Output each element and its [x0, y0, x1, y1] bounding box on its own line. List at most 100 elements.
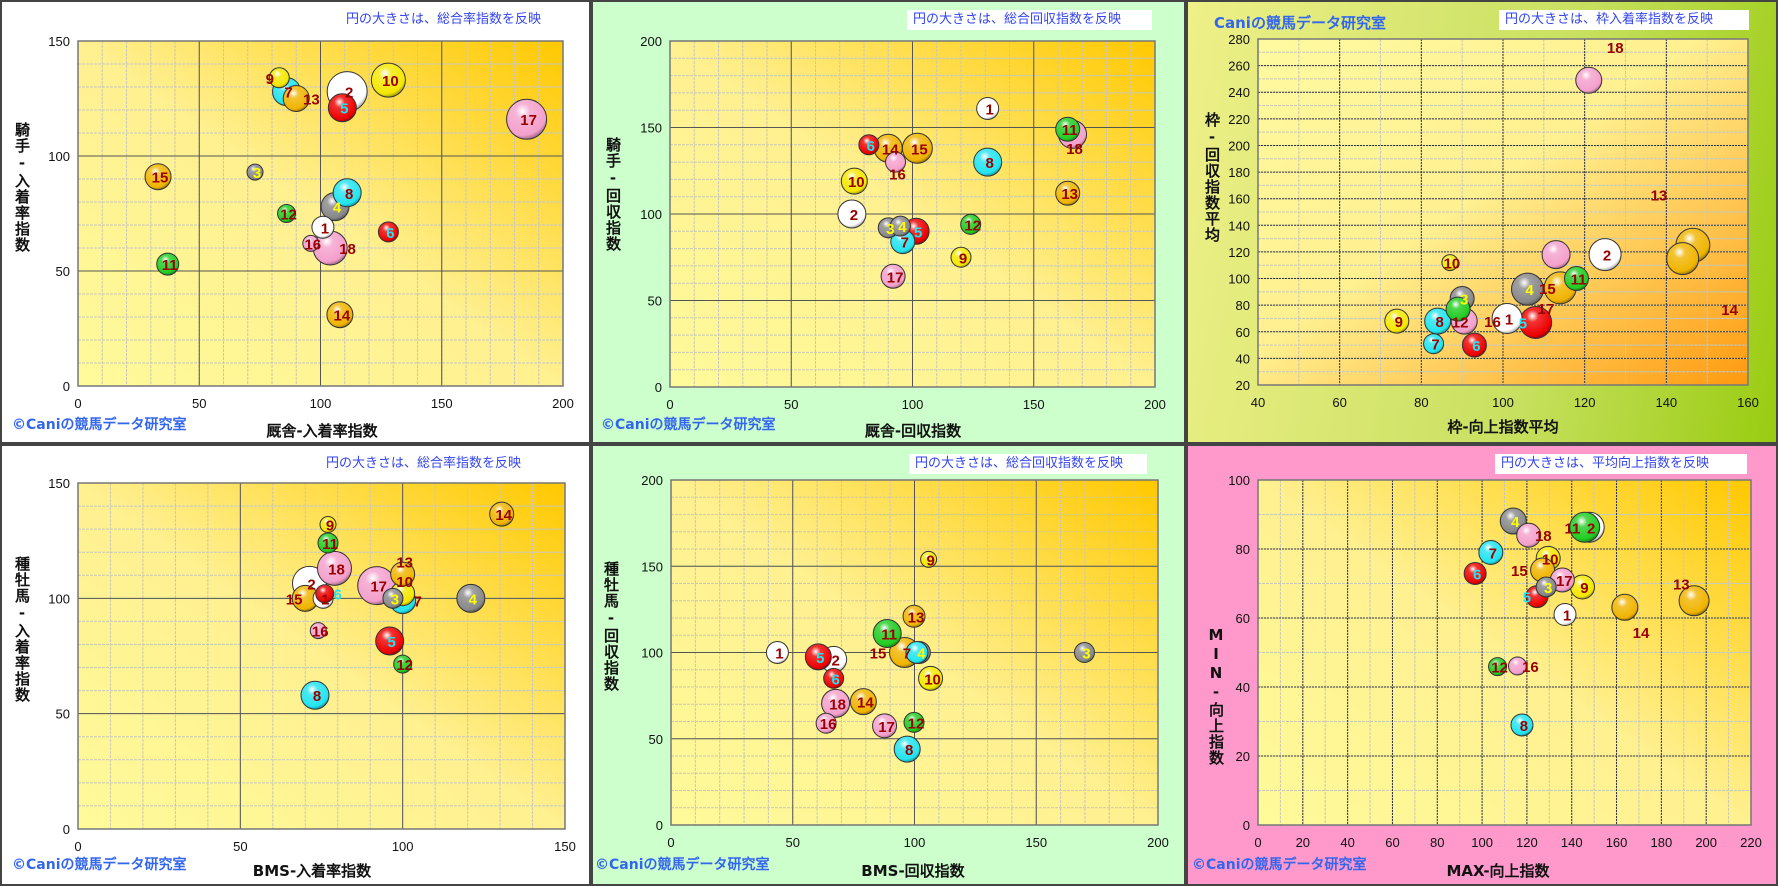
- bubble-horse-2[interactable]: [837, 199, 867, 229]
- bubble-label: 15: [286, 591, 303, 608]
- bubble-horse-12[interactable]: [903, 711, 925, 733]
- bubble-horse-7[interactable]: [905, 641, 929, 664]
- bubble-horse-7[interactable]: [1478, 539, 1504, 565]
- bubble-horse-18[interactable]: [821, 688, 851, 718]
- bubble-horse-2[interactable]: [1588, 238, 1622, 272]
- bubble-horse-10[interactable]: [1441, 254, 1459, 272]
- x-tick-label: 0: [74, 839, 81, 854]
- bubble-horse-13[interactable]: [1678, 585, 1710, 617]
- bubble-horse-13[interactable]: [282, 85, 310, 112]
- bubble-horse-10[interactable]: [918, 665, 944, 691]
- bubble-horse-3[interactable]: [1535, 576, 1557, 598]
- bubble-horse-9[interactable]: [920, 550, 938, 568]
- bubble-horse-4[interactable]: [456, 583, 486, 613]
- bubble-horse-8[interactable]: [332, 178, 362, 208]
- bubble-horse-12[interactable]: [393, 654, 413, 674]
- bubble-label: 12: [1491, 660, 1508, 677]
- bubble-horse-11[interactable]: [1564, 266, 1589, 292]
- bubble-horse-3[interactable]: [382, 587, 404, 609]
- bubble-horse-10[interactable]: [370, 62, 406, 98]
- bubble-horse-11[interactable]: [156, 252, 180, 276]
- bubble-horse-18[interactable]: [316, 550, 352, 586]
- bubble-horse-8[interactable]: [973, 147, 1003, 177]
- bubble-horse-15[interactable]: [144, 163, 172, 191]
- bubble-label: 6: [867, 138, 875, 155]
- bubble-label: 8: [313, 688, 321, 705]
- bubble-horse-11[interactable]: [1055, 116, 1081, 142]
- bubble-label: 5: [1523, 590, 1531, 607]
- bubble-horse-13[interactable]: [902, 604, 926, 628]
- bubble-horse-16[interactable]: [1507, 656, 1527, 676]
- bubble-label: 13: [1061, 186, 1078, 203]
- bubble-horse-1[interactable]: [1553, 603, 1577, 627]
- bubble-horse-18[interactable]: [1575, 66, 1603, 94]
- y-tick-label: 50: [56, 707, 70, 722]
- bubble-horse-6[interactable]: [1463, 561, 1487, 585]
- bubble-horse-9[interactable]: [268, 67, 290, 89]
- bubble-horse-1[interactable]: [311, 215, 335, 239]
- bubble-horse-17[interactable]: [506, 98, 548, 140]
- bubble-horse-12[interactable]: [1445, 296, 1471, 322]
- bubble-label: 12: [908, 715, 925, 732]
- bubble-horse-14[interactable]: [326, 301, 354, 329]
- bubble-horse-1[interactable]: [1491, 302, 1523, 334]
- bubble-horse-6[interactable]: [1461, 332, 1487, 358]
- bubble-horse-9[interactable]: [319, 516, 337, 534]
- bubble-horse-16[interactable]: [815, 712, 837, 734]
- bubble-horse-14[interactable]: [1611, 593, 1639, 621]
- bubble-horse-1[interactable]: [976, 96, 1000, 120]
- x-tick-label: 100: [1492, 395, 1514, 410]
- bubble-horse-8[interactable]: [893, 735, 921, 763]
- x-tick-label: 140: [1561, 835, 1583, 850]
- bubble-horse-5[interactable]: [375, 626, 405, 656]
- bubble-horse-16[interactable]: [302, 234, 320, 252]
- bubble-horse-13[interactable]: [390, 561, 416, 587]
- bubble-horse-14[interactable]: [849, 688, 877, 716]
- bubble-horse-1[interactable]: [765, 641, 789, 664]
- bubble-horse-14[interactable]: [1666, 242, 1700, 276]
- bubble-horse-17[interactable]: [880, 263, 906, 289]
- bubble-label: 1: [1505, 311, 1513, 328]
- bubble-horse-18[interactable]: [1516, 522, 1542, 548]
- bubble-horse-11[interactable]: [1569, 511, 1601, 543]
- bubble-horse-10[interactable]: [840, 167, 868, 195]
- bubble-horse-12[interactable]: [277, 204, 297, 223]
- bubble-horse-16[interactable]: [885, 151, 907, 173]
- bubble-horse-4[interactable]: [1511, 272, 1544, 306]
- bubble-horse-6[interactable]: [315, 584, 335, 604]
- bubble-horse-14[interactable]: [489, 501, 515, 527]
- bubble-horse-7[interactable]: [1423, 333, 1445, 355]
- y-axis-title: MIN-向上指数: [1207, 626, 1225, 766]
- bubble-horse-17[interactable]: [1541, 240, 1571, 270]
- x-tick-label: 50: [192, 396, 206, 411]
- bubble-label: 10: [848, 174, 865, 191]
- y-tick-label: 260: [1228, 59, 1250, 74]
- x-tick-label: 200: [1695, 835, 1717, 850]
- bubble-horse-9[interactable]: [1384, 308, 1410, 334]
- bubble-horse-12[interactable]: [960, 213, 982, 235]
- bubble-horse-8[interactable]: [300, 680, 330, 710]
- bubble-horse-4[interactable]: [889, 215, 911, 237]
- bubble-label: 11: [1565, 520, 1581, 537]
- bubble-horse-13[interactable]: [1055, 180, 1081, 206]
- bubble-horse-5[interactable]: [804, 643, 832, 671]
- bubble-horse-8[interactable]: [1510, 713, 1534, 737]
- y-tick-label: 150: [640, 121, 662, 136]
- bubble-horse-6[interactable]: [377, 221, 399, 243]
- bubble-horse-3[interactable]: [246, 163, 264, 181]
- bubble-label: 9: [926, 552, 934, 569]
- bubble-horse-17[interactable]: [872, 713, 898, 739]
- bubble-label: 4: [1525, 282, 1534, 299]
- bubble-horse-11[interactable]: [872, 619, 902, 649]
- bubble-horse-6[interactable]: [858, 134, 880, 156]
- bubble-horse-12[interactable]: [1488, 657, 1508, 677]
- bubble-horse-6[interactable]: [823, 667, 845, 689]
- bubble-label: 5: [816, 650, 824, 667]
- bubble-label: 14: [334, 308, 351, 325]
- bubble-horse-16[interactable]: [309, 622, 327, 640]
- bubble-horse-5[interactable]: [327, 93, 357, 123]
- bubble-horse-3[interactable]: [1073, 642, 1095, 663]
- bubble-horse-9[interactable]: [950, 246, 972, 268]
- bubble-label: 3: [1460, 292, 1468, 309]
